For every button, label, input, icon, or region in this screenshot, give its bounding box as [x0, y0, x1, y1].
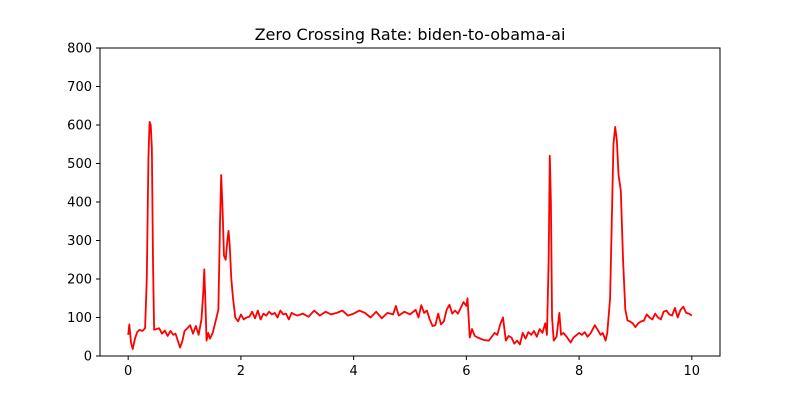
y-tick-label: 800 — [67, 42, 92, 57]
x-tick-label: 2 — [237, 364, 245, 379]
y-tick-label: 200 — [67, 273, 92, 288]
x-tick-label: 8 — [575, 364, 583, 379]
x-tick-label: 6 — [462, 364, 470, 379]
series-line — [127, 121, 693, 350]
x-axis-ticks: 0 2 4 6 8 10 — [124, 356, 700, 379]
y-axis-ticks: 0 100 200 300 400 500 600 700 800 — [67, 42, 100, 365]
y-tick-label: 100 — [67, 311, 92, 326]
plot-frame — [99, 47, 721, 357]
y-tick-label: 700 — [67, 80, 92, 95]
y-tick-label: 300 — [67, 234, 92, 249]
y-tick-label: 0 — [84, 350, 92, 365]
y-tick-label: 500 — [67, 157, 92, 172]
plot-area — [127, 121, 693, 350]
x-tick-label: 4 — [349, 364, 357, 379]
x-tick-label: 10 — [684, 364, 701, 379]
y-tick-label: 600 — [67, 119, 92, 134]
x-tick-label: 0 — [124, 364, 132, 379]
chart-title: Zero Crossing Rate: biden-to-obama-ai — [255, 25, 566, 44]
y-tick-label: 400 — [67, 196, 92, 211]
